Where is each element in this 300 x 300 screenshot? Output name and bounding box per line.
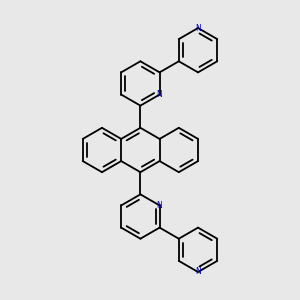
Text: N: N [195,23,201,32]
Text: N: N [157,90,163,99]
Text: N: N [157,201,163,210]
Text: N: N [195,268,201,277]
